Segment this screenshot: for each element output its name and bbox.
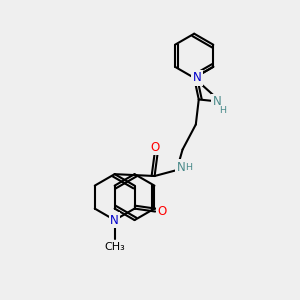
Text: O: O	[157, 205, 166, 218]
Text: O: O	[150, 141, 159, 154]
Text: H: H	[185, 163, 193, 172]
Text: N: N	[177, 161, 185, 174]
Text: N: N	[110, 214, 119, 226]
Text: N: N	[213, 95, 222, 108]
Text: CH₃: CH₃	[104, 242, 125, 252]
Text: H: H	[220, 106, 226, 115]
Text: N: N	[193, 71, 202, 84]
